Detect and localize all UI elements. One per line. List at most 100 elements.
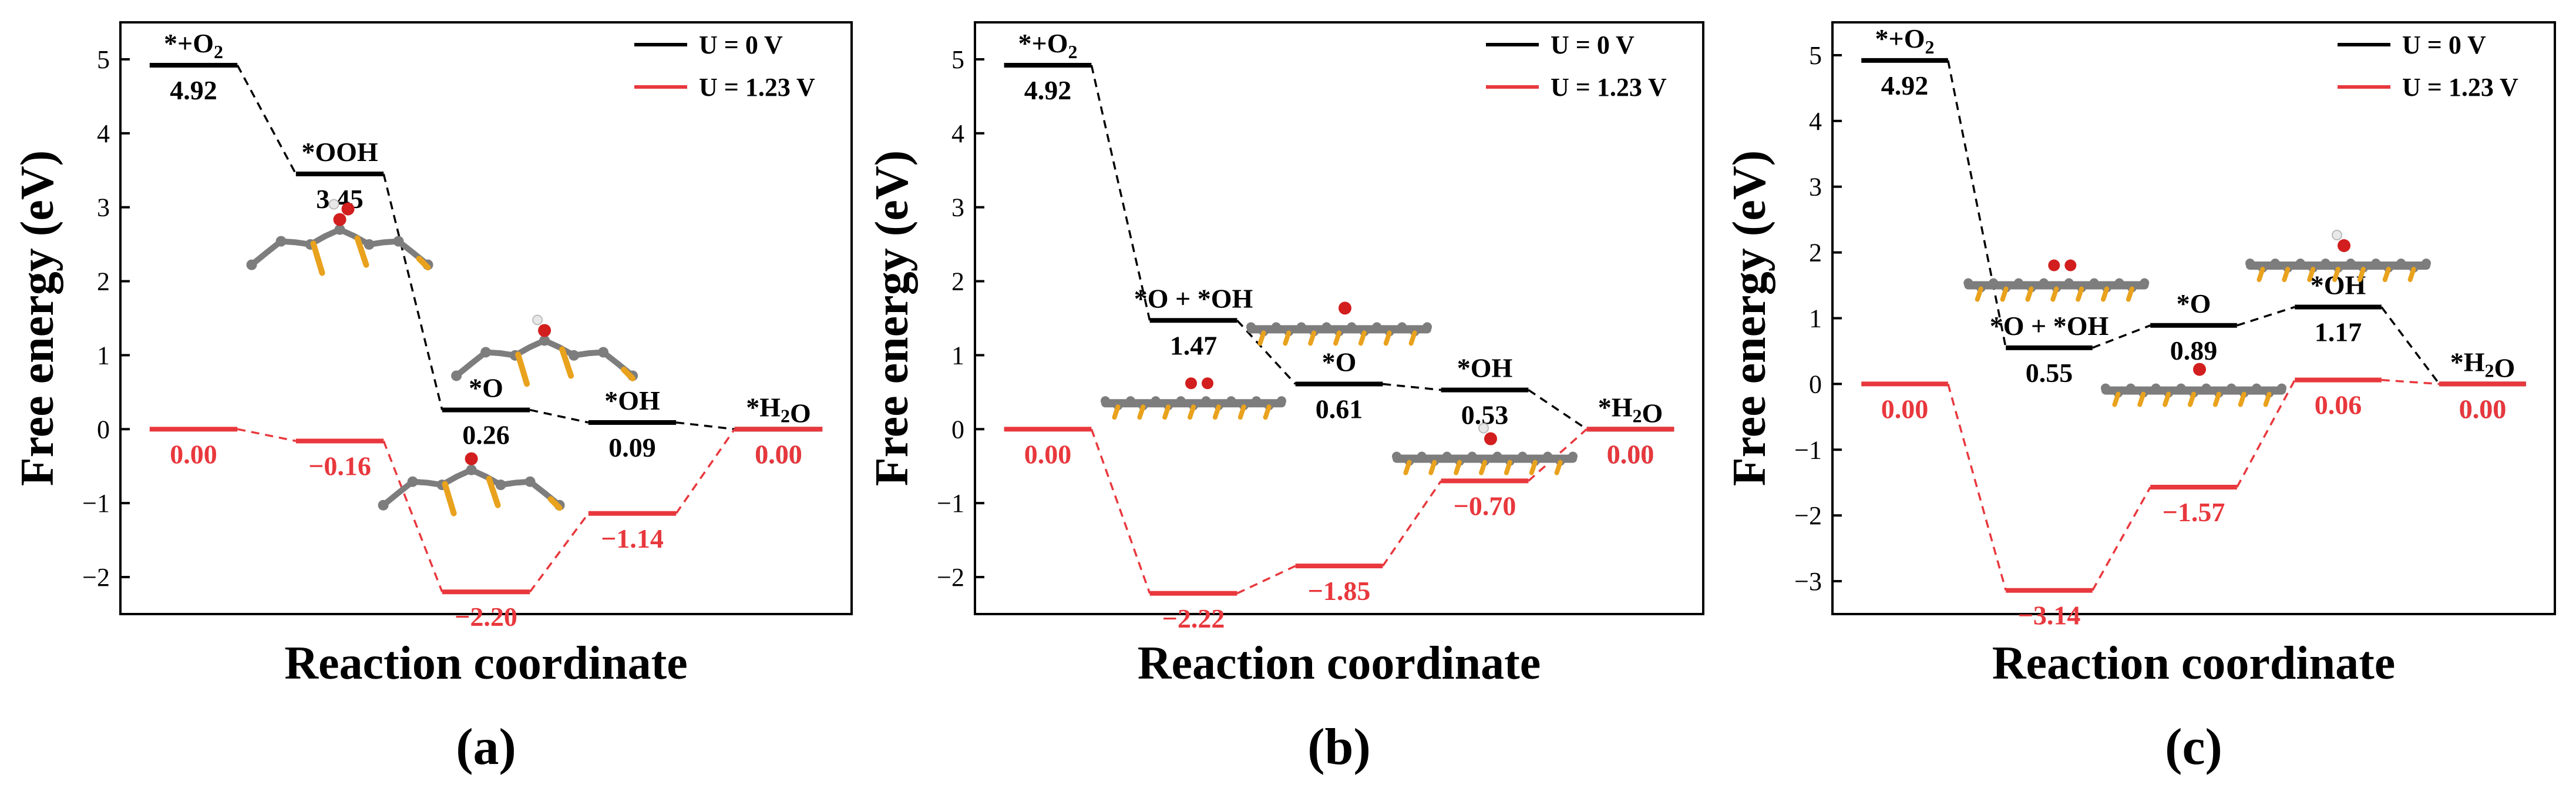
- dashed-connector: [2091, 487, 2151, 591]
- sulfur-bond: [1212, 404, 1221, 420]
- carbon-atom: [2064, 278, 2074, 288]
- carbon-atom: [569, 350, 580, 361]
- legend-label: U = 1.23 V: [2402, 73, 2518, 102]
- carbon-atom: [2126, 383, 2136, 393]
- state-label: *H2O: [1598, 392, 1663, 428]
- dashed-connector: [2381, 378, 2440, 385]
- y-tick-label: −2: [82, 563, 110, 592]
- oxygen-atom: [465, 452, 478, 465]
- carbon-atom: [2089, 278, 2099, 288]
- state-label: *OH: [604, 385, 660, 415]
- hydrogen-atom: [2332, 229, 2342, 240]
- carbon-atom: [2176, 383, 2186, 393]
- x-axis-title: Reaction coordinate: [1992, 638, 2396, 689]
- energy-value-label: 0.06: [2315, 390, 2362, 420]
- carbon-atom: [539, 335, 550, 346]
- oxygen-atom: [1202, 377, 1213, 390]
- carbon-atom: [2270, 258, 2280, 268]
- legend-label: U = 1.23 V: [1551, 73, 1667, 102]
- carbon-atom: [1518, 451, 1528, 461]
- carbon-atom: [466, 464, 477, 475]
- adsorbate-structure: [1101, 377, 1286, 420]
- carbon-atom: [1271, 322, 1281, 332]
- y-axis-title: Free energy (eV): [1724, 150, 1775, 487]
- energy-value-label: 0.00: [755, 439, 802, 469]
- carbon-atom: [2321, 258, 2330, 268]
- energy-value-label: 4.92: [1024, 75, 1072, 105]
- carbon-atom: [1151, 396, 1161, 406]
- sulfur-bond: [1358, 330, 1367, 346]
- panel-label: (a): [456, 719, 516, 776]
- sulfur-bond: [1975, 286, 1983, 302]
- legend-label: U = 0 V: [1551, 31, 1635, 59]
- x-axis-title: Reaction coordinate: [284, 638, 688, 689]
- carbon-atom: [334, 224, 345, 235]
- sulfur-bond: [1263, 404, 1272, 420]
- sulfur-bond: [1283, 330, 1292, 346]
- carbon-atom: [495, 479, 506, 491]
- energy-value-label: 0.00: [2459, 394, 2507, 424]
- energy-value-label: −3.14: [2018, 601, 2081, 631]
- sulfur-bond: [486, 475, 501, 508]
- carbon-atom: [1442, 451, 1452, 461]
- dashed-connector: [382, 173, 443, 411]
- carbon-atom: [2014, 278, 2024, 288]
- carbon-atom: [2227, 383, 2237, 393]
- adsorbate-structure: [2245, 229, 2431, 282]
- legend-label: U = 0 V: [699, 31, 783, 59]
- energy-value-label: −0.16: [308, 451, 371, 481]
- carbon-atom: [1321, 322, 1331, 332]
- dashed-connector: [676, 421, 735, 431]
- sulfur-bond: [2357, 266, 2366, 282]
- oxygen-atom: [341, 202, 355, 216]
- energy-value-label: 1.47: [1170, 330, 1218, 360]
- oxygen-atom: [1484, 432, 1497, 445]
- energy-value-label: −0.70: [1454, 491, 1516, 521]
- energy-value-label: 0.00: [2459, 394, 2507, 424]
- sulfur-bond: [1308, 330, 1317, 346]
- sulfur-bond: [2163, 391, 2171, 407]
- carbon-atom: [2201, 383, 2211, 393]
- sulfur-bond: [621, 367, 636, 382]
- sulfur-bond: [1454, 460, 1462, 475]
- y-tick-label: 1: [1809, 304, 1822, 333]
- state-label: *OH: [1457, 353, 1513, 383]
- y-tick-label: 5: [97, 45, 110, 74]
- sulfur-bond: [1188, 404, 1196, 420]
- dashed-connector: [382, 440, 443, 592]
- carbon-atom: [2245, 258, 2255, 268]
- sulfur-bond: [1403, 460, 1412, 475]
- carbon-atom: [2140, 278, 2150, 288]
- carbon-atom: [2422, 258, 2431, 268]
- sulfur-bond: [1137, 404, 1146, 420]
- y-tick-label: 4: [97, 119, 110, 148]
- sulfur-bond: [2101, 286, 2110, 302]
- carbon-atom: [598, 347, 609, 358]
- carbon-atom: [1543, 451, 1553, 461]
- energy-profile-panel-1: −2 −1 0 1 2 3 4 5 Free energy (eV) Reaction coord…: [12, 21, 853, 776]
- dashed-connector: [2092, 324, 2151, 349]
- y-tick-label: −1: [937, 489, 964, 518]
- energy-value-label: 0.00: [755, 439, 802, 469]
- carbon-atom: [246, 259, 257, 270]
- oxygen-atom: [2338, 239, 2350, 252]
- panel-label: (c): [2165, 719, 2222, 776]
- energy-value-label: 3.45: [316, 184, 364, 214]
- hydrogen-atom: [532, 314, 543, 326]
- carbon-atom: [2151, 383, 2161, 393]
- energy-value-label: 0.00: [1607, 439, 1654, 469]
- carbon-atom: [2101, 383, 2110, 393]
- y-tick-label: 1: [97, 341, 110, 370]
- y-tick-label: 2: [951, 267, 964, 296]
- y-tick-label: 2: [1809, 239, 1822, 267]
- state-label: *H2O: [2450, 347, 2516, 383]
- sulfur-bond: [2263, 391, 2272, 407]
- legend-label: U = 1.23 V: [699, 73, 815, 102]
- dashed-connector: [529, 512, 590, 593]
- carbon-atom: [1372, 322, 1382, 332]
- dashed-connector: [529, 408, 589, 424]
- carbon-atom: [2114, 278, 2124, 288]
- carbon-atom: [1397, 322, 1407, 332]
- adsorbate-structure: [2101, 363, 2286, 407]
